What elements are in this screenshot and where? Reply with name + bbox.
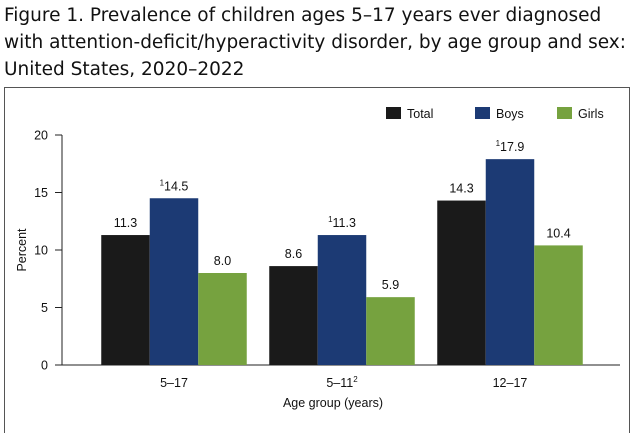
value-label: 8.0 [214, 254, 231, 268]
value-label: 14.3 [449, 182, 473, 196]
legend-label: Boys [496, 107, 524, 121]
value-text: 14.3 [449, 182, 473, 196]
value-text: 17.9 [500, 140, 524, 154]
value-text: 14.5 [164, 179, 188, 193]
chart-title: Figure 1. Prevalence of children ages 5–… [4, 5, 626, 80]
y-tick-label: 10 [34, 244, 48, 258]
category-name: 12–17 [493, 376, 528, 390]
bar [437, 200, 486, 365]
x-tick-label: 5–17 [160, 376, 188, 390]
value-text: 8.0 [214, 254, 231, 268]
y-tick-label: 5 [41, 301, 48, 315]
value-text: 5.9 [382, 278, 399, 292]
category-name: 5–11 [326, 376, 353, 390]
bar [269, 266, 318, 365]
value-note: 1 [160, 178, 165, 187]
value-text: 10.4 [546, 226, 570, 240]
legend-swatch [475, 107, 490, 119]
value-note: 1 [328, 215, 333, 224]
x-axis-label: Age group (years) [283, 396, 383, 410]
category-note: 2 [353, 375, 358, 384]
y-tick-label: 0 [41, 359, 48, 373]
y-axis-label: Percent [15, 228, 29, 272]
value-label: 11.3 [114, 216, 137, 230]
value-text: 11.3 [333, 216, 356, 230]
value-label: 5.9 [382, 278, 399, 292]
y-tick-label: 20 [34, 129, 48, 143]
legend-swatch [386, 107, 401, 119]
chart-frame [4, 87, 630, 433]
value-label: 114.5 [160, 178, 189, 193]
x-tick-label: 5–112 [326, 375, 358, 390]
bar [366, 297, 415, 365]
value-label: 8.6 [285, 247, 302, 261]
bar [534, 245, 583, 365]
value-text: 8.6 [285, 247, 302, 261]
bar [485, 159, 535, 365]
bar [101, 235, 150, 365]
value-label: 111.3 [328, 215, 356, 230]
legend-swatch [557, 107, 572, 119]
category-name: 5–17 [160, 376, 188, 390]
value-note: 1 [496, 139, 501, 148]
bar [317, 235, 367, 365]
value-label: 10.4 [546, 226, 570, 240]
legend-label: Total [407, 107, 433, 121]
value-text: 11.3 [114, 216, 137, 230]
legend-label: Girls [578, 107, 604, 121]
value-label: 117.9 [496, 139, 525, 154]
y-tick-label: 15 [34, 186, 48, 200]
x-tick-label: 12–17 [493, 376, 528, 390]
bar [149, 198, 199, 365]
bar [198, 273, 247, 365]
